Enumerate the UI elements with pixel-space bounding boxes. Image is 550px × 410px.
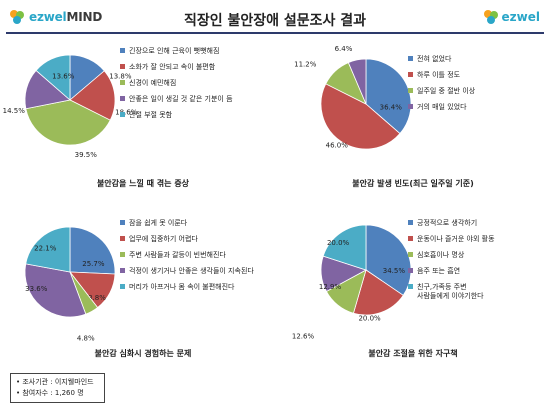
- legend-swatch: [120, 48, 125, 53]
- chart-symptoms-svg: 13.8% 18.6% 39.5% 14.5% 13.6% 긴장으로 인해 근육이 뻣뻣해…: [3, 46, 233, 188]
- survey-info-box: 조사기관 : 이지웰마인드 참여자수 : 1,260 명: [10, 373, 105, 403]
- chart-title: 불안감 발생 빈도(최근 일주일 기준): [352, 178, 474, 188]
- slice-data-label: 13.8%: [84, 294, 107, 302]
- chart-title: 불안감 조절을 위한 자구책: [368, 348, 457, 358]
- legend-label: 걱정이 생기거나 안좋은 생각들이 지속된다: [129, 266, 254, 275]
- legend-swatch: [408, 236, 413, 241]
- legend-label: 일주일 중 절반 이상: [417, 86, 476, 95]
- legend-label: 안절 부절 못함: [129, 110, 173, 119]
- legend-swatch: [120, 64, 125, 69]
- slice-data-label: 13.8%: [109, 72, 132, 80]
- survey-agency: 조사기관 : 이지웰마인드: [16, 377, 104, 388]
- logo-left-text: ezwelMIND: [29, 10, 103, 24]
- legend-swatch: [408, 56, 413, 61]
- legend-swatch: [120, 220, 125, 225]
- pie-slice: [352, 269, 404, 316]
- legend-swatch: [120, 80, 125, 85]
- pie-slice: [320, 83, 401, 150]
- ezwel-mind-logo: ezwelMIND: [8, 8, 102, 26]
- legend-swatch: [408, 220, 413, 225]
- legend-swatch: [408, 88, 413, 93]
- ezwel-logo: ezwel: [482, 8, 540, 26]
- slice-data-label: 46.0%: [326, 142, 349, 150]
- logo-mark-icon: [483, 10, 498, 24]
- slice-data-label: 20.0%: [358, 314, 381, 322]
- logo-mark-icon: [10, 10, 24, 24]
- slice-data-label: 11.2%: [294, 61, 317, 69]
- survey-participants: 참여자수 : 1,260 명: [16, 388, 104, 399]
- legend-label: 전혀 없었다: [417, 54, 452, 63]
- slice-data-label: 33.6%: [25, 285, 48, 293]
- pie-slice: [69, 226, 116, 275]
- legend-label: 업무에 집중하기 어렵다: [129, 234, 198, 243]
- slice-data-label: 12.6%: [292, 332, 315, 340]
- slice-data-label: 4.8%: [77, 334, 95, 342]
- legend-swatch: [120, 268, 125, 273]
- legend-swatch: [120, 96, 125, 101]
- slice-data-label: 39.5%: [75, 151, 98, 159]
- legend-swatch: [408, 284, 413, 289]
- page-title: 직장인 불안장애 설문조사 결과: [183, 13, 367, 29]
- slice-data-label: 34.5%: [383, 267, 406, 275]
- slice-data-label: 18.6%: [115, 108, 138, 116]
- pie-slice: [69, 70, 116, 121]
- pie-slice: [25, 226, 71, 273]
- legend-label: 주변 사람들과 갈등이 빈번해진다: [129, 250, 226, 259]
- legend-label: 긴장으로 인해 근육이 뻣뻣해짐: [129, 46, 219, 55]
- legend-swatch: [120, 252, 125, 257]
- slice-data-label: 13.6%: [52, 72, 75, 80]
- chart-title: 불안감 심화시 경험하는 문제: [95, 348, 192, 358]
- chart-title: 불안감을 느낄 때 겪는 증상: [97, 178, 190, 188]
- chart-coping-svg: 34.5% 20.0% 12.6% 12.9% 20.0% 긍정적으로 생각하기운동이나 …: [292, 218, 495, 358]
- legend-label: 운동이나 즐거운 야외 활동: [417, 234, 495, 243]
- legend-label: 안좋은 일이 생길 것 같은 기분이 듬: [129, 94, 233, 103]
- legend-label: 긍정적으로 생각하기: [417, 218, 477, 227]
- pie-slice: [24, 263, 87, 318]
- legend-swatch: [408, 268, 413, 273]
- slice-data-label: 22.1%: [34, 244, 57, 252]
- legend-swatch: [408, 72, 413, 77]
- legend-label: 거의 매일 있었다: [417, 102, 467, 111]
- pie-slice: [25, 99, 111, 146]
- legend-label: 친구,가족등 주변: [417, 282, 467, 291]
- legend-label: 소화가 잘 안되고 속이 불편함: [129, 62, 216, 71]
- slice-data-label: 25.7%: [82, 260, 105, 268]
- legend-label: 신경이 예민해짐: [129, 78, 176, 87]
- legend-label: 머리가 아프거나 몸 속이 불편해진다: [129, 282, 235, 291]
- legend-label: 심호흡이나 명상: [417, 250, 465, 259]
- pie-slice: [365, 224, 412, 296]
- legend-label: 음주 또는 흡연: [417, 266, 460, 275]
- legend-label: 잠을 쉽게 못 이룬다: [129, 218, 188, 227]
- pie-slice: [322, 224, 367, 271]
- logo-right-text: ezwel: [501, 10, 540, 24]
- title-divider: [6, 32, 544, 34]
- legend-swatch: [120, 284, 125, 289]
- chart-symptoms: 13.8% 18.6% 39.5% 14.5% 13.6% 긴장으로 인해 근육이 뻣뻣해…: [3, 38, 278, 198]
- pie-slice: [35, 54, 71, 101]
- slice-data-label: 20.0%: [327, 239, 350, 247]
- slice-data-label: 12.9%: [319, 283, 342, 291]
- legend-swatch: [408, 252, 413, 257]
- legend-swatch: [120, 236, 125, 241]
- pie-slice: [347, 58, 367, 105]
- pie-slice: [365, 58, 412, 135]
- slice-data-label: 14.5%: [3, 107, 26, 115]
- legend-label: 하루 이틀 정도: [417, 70, 461, 79]
- legend-swatch: [408, 104, 413, 109]
- legend-label: 사람들에게 이야기한다: [417, 291, 484, 300]
- legend-swatch: [120, 112, 125, 117]
- slice-data-label: 36.4%: [380, 103, 403, 111]
- slice-data-label: 6.4%: [335, 45, 353, 53]
